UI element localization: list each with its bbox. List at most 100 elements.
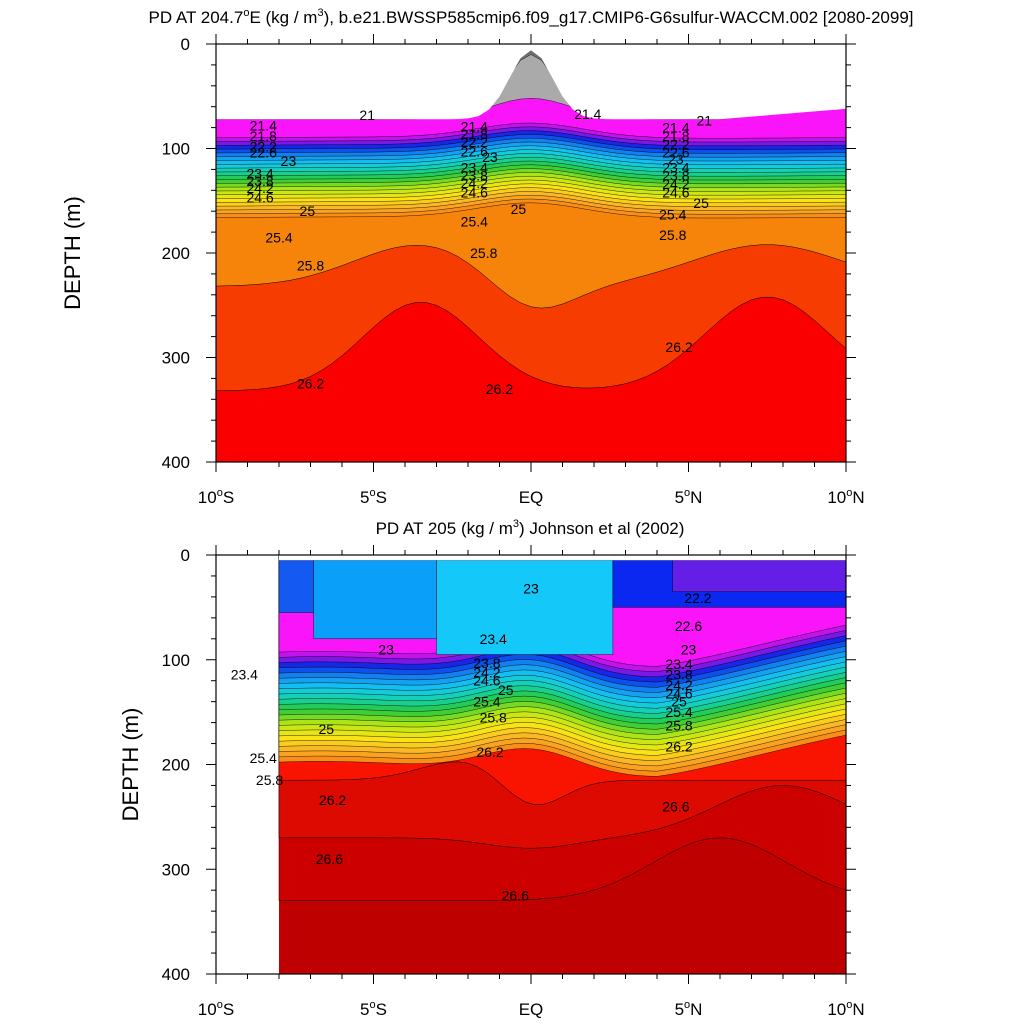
contour-label: 25.8: [480, 709, 507, 725]
no-data-region: [279, 555, 846, 561]
contour-label: 26.6: [662, 798, 689, 814]
density-band-surface: [278, 560, 314, 613]
density-band-surface: [313, 560, 437, 639]
contour-label: 22.6: [461, 144, 488, 160]
contour-label: 25.8: [297, 258, 324, 274]
contour-label: 25: [318, 721, 334, 737]
contour-label: 25: [300, 203, 316, 219]
contour-label: 23.8: [246, 173, 273, 189]
contour-label: 25: [511, 201, 527, 217]
contour-label: 26.2: [665, 739, 692, 755]
y-tick-label: 300: [162, 860, 190, 879]
contour-label: 22.2: [662, 136, 689, 152]
contour-label: 26.2: [476, 744, 503, 760]
contour-label: 26.2: [665, 339, 692, 355]
contour-label: 23.4: [461, 159, 488, 175]
contour-fill: [278, 555, 846, 974]
contour-label: 24.6: [665, 685, 692, 701]
contour-label: 24.2: [665, 677, 692, 693]
x-axis: 10oS 5oS EQ 5oN 10oN: [198, 34, 865, 507]
contour-label: 25.8: [256, 772, 283, 788]
contour-label: 22.2: [461, 134, 488, 150]
contour-label: 21.4: [250, 118, 277, 134]
contour-label: 23.8: [665, 666, 692, 682]
contour-labels: 2322.222.62323.42323.423.824.224.62525.4…: [231, 581, 712, 904]
contour-label: 23: [523, 581, 539, 597]
contour-label: 23.4: [665, 656, 692, 672]
chart-panel-1: 21 21.4 2121.421.822.222.62323.423.824.224…: [60, 7, 914, 507]
density-band-surface: [672, 560, 846, 592]
contour-label: 25: [693, 195, 709, 211]
contour-label: 24.6: [662, 184, 689, 200]
contour-label: 22.2: [250, 138, 277, 154]
contour-label: 24.2: [461, 175, 488, 191]
contour-label: 24.2: [473, 664, 500, 680]
y-axis-label: DEPTH (m): [118, 708, 143, 822]
contour-label: 24.2: [662, 176, 689, 192]
contour-label: 25.4: [665, 704, 692, 720]
y-tick-label: 0: [181, 546, 190, 565]
contour-label: 25.4: [461, 214, 488, 230]
x-tick-label: 5oS: [360, 487, 387, 507]
density-band-surface: [436, 560, 614, 655]
y-tick-label: 100: [162, 140, 190, 159]
contour-label: 23: [482, 149, 498, 165]
y-tick-label: 100: [162, 651, 190, 670]
contour-label: 26.2: [319, 792, 346, 808]
no-data-region: [216, 44, 846, 120]
contour-label: 22.6: [675, 618, 702, 634]
contour-label: 24.2: [246, 180, 273, 196]
x-tick-label: 5oN: [675, 487, 703, 507]
contour-label: 21: [696, 112, 712, 128]
x-tick-label: 5oS: [360, 999, 387, 1019]
contour-label: 21.4: [574, 106, 601, 122]
contour-label: 25.4: [659, 206, 686, 222]
contour-label: 21.4: [461, 119, 488, 135]
chart-panel-2: 2322.222.62323.42323.423.824.224.62525.4…: [118, 518, 865, 1019]
contour-label: 25: [498, 682, 514, 698]
chart-title: PD AT 204.7oE (kg / m3), b.e21.BWSSP585c…: [148, 7, 913, 27]
y-tick-label: 200: [162, 756, 190, 775]
contour-label: 24.6: [461, 184, 488, 200]
contour-label: 23.8: [473, 655, 500, 671]
y-tick-label: 0: [181, 35, 190, 54]
contour-label: 21: [359, 107, 375, 123]
contour-label: 21.8: [662, 128, 689, 144]
contour-label: 21.4: [662, 120, 689, 136]
x-tick-label: 10oS: [198, 487, 234, 507]
contour-label: 25.8: [470, 245, 497, 261]
chart-title: PD AT 205 (kg / m3) Johnson et al (2002): [376, 518, 685, 538]
contour-label: 24.6: [246, 190, 273, 206]
y-axis: 0 100 200 300 400: [162, 546, 856, 984]
contour-label: 23.4: [246, 166, 273, 182]
y-tick-label: 300: [162, 349, 190, 368]
contour-label: 23: [668, 151, 684, 167]
contour-label: 21.8: [461, 126, 488, 142]
y-axis-label: DEPTH (m): [60, 196, 85, 310]
contour-label: 23.4: [480, 631, 507, 647]
contour-label: 26.6: [502, 887, 529, 903]
contour-label: 24.6: [473, 673, 500, 689]
x-tick-label: EQ: [519, 1000, 544, 1019]
contour-label: 25.8: [659, 227, 686, 243]
contour-label: 23.4: [662, 159, 689, 175]
contour-label: 23.4: [231, 666, 258, 682]
contour-label: 25.4: [265, 229, 292, 245]
y-tick-label: 400: [162, 453, 190, 472]
x-tick-label: 10oN: [827, 999, 864, 1019]
contour-label: 26.2: [486, 381, 513, 397]
y-tick-label: 400: [162, 965, 190, 984]
x-tick-label: EQ: [519, 488, 544, 507]
contour-label: 25.4: [250, 750, 277, 766]
x-axis: 10oS 5oS EQ 5oN 10oN: [198, 545, 865, 1019]
x-tick-label: 10oN: [827, 487, 864, 507]
contour-label: 25.4: [473, 694, 500, 710]
contour-label: 23: [378, 641, 394, 657]
contour-label: 26.2: [297, 376, 324, 392]
contour-label: 25.8: [665, 718, 692, 734]
y-tick-label: 200: [162, 244, 190, 263]
contour-fill: [216, 44, 846, 462]
contour-label: 22.6: [662, 145, 689, 161]
contour-label: 23.8: [662, 168, 689, 184]
